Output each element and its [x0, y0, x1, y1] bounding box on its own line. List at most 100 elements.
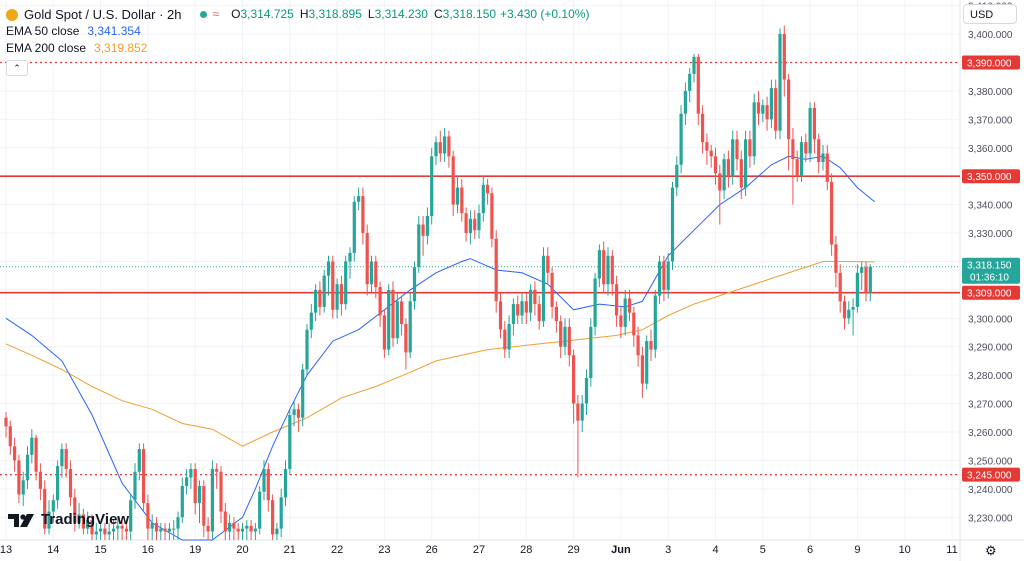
candle — [782, 25, 786, 97]
open-value: 3,314.725 — [240, 7, 294, 21]
candle-body — [180, 486, 184, 518]
candle — [94, 522, 98, 540]
candle — [357, 187, 361, 211]
candle-body — [520, 301, 524, 316]
candle-body — [339, 284, 343, 305]
candle-body — [511, 304, 515, 324]
candle — [597, 244, 601, 288]
candle — [64, 443, 68, 478]
tradingview-logo[interactable]: TradingView — [8, 511, 129, 528]
candle-body — [701, 113, 705, 143]
candle-body — [791, 139, 795, 160]
candle-body — [563, 326, 567, 347]
candle — [559, 315, 563, 359]
candle — [516, 295, 520, 324]
candle — [602, 241, 606, 293]
candle-body — [860, 267, 864, 273]
candle — [572, 349, 576, 424]
candle — [713, 147, 718, 185]
candle-body — [357, 196, 361, 202]
candle-body — [68, 468, 73, 498]
candle-body — [111, 528, 116, 532]
candle-body — [322, 275, 326, 307]
x-tick-label: 26 — [426, 544, 438, 556]
candle-body — [154, 522, 159, 532]
candle — [56, 460, 60, 509]
currency-selector[interactable]: USD — [963, 4, 1017, 24]
candle-body — [653, 295, 657, 350]
candle — [447, 130, 451, 168]
candle-body — [103, 528, 107, 535]
ema50-legend[interactable]: EMA 50 close 3,341.354 — [6, 23, 593, 40]
candle — [275, 522, 279, 540]
candle — [787, 73, 791, 171]
x-tick-label: Jun — [611, 544, 631, 556]
candle-body — [705, 142, 709, 151]
candle — [705, 133, 709, 165]
candle — [765, 96, 769, 131]
candle-body — [283, 468, 288, 498]
candle — [369, 255, 374, 293]
candle — [408, 292, 412, 359]
candle-body — [804, 142, 808, 154]
candle-body — [430, 156, 434, 216]
symbol-row: Gold Spot / U.S. Dollar · 2h ≈ O 3,314.7… — [6, 6, 593, 23]
candle-body — [830, 181, 834, 245]
candle — [692, 54, 696, 83]
candle-body — [576, 403, 580, 421]
candle — [167, 522, 171, 540]
candle-body — [675, 164, 679, 188]
candle — [683, 82, 687, 126]
candle — [808, 102, 812, 162]
candle-body — [425, 216, 429, 236]
candle — [292, 400, 296, 427]
candle — [817, 133, 821, 174]
price-level-label: 3,390.000 — [967, 59, 1012, 70]
candle-body — [56, 466, 60, 501]
candle — [722, 153, 726, 199]
candle-body — [855, 272, 859, 307]
candle — [615, 275, 619, 327]
y-tick-label: 3,230.000 — [968, 513, 1013, 524]
candle-body — [507, 324, 511, 350]
symbol-title[interactable]: Gold Spot / U.S. Dollar · 2h — [24, 7, 182, 22]
candle — [524, 292, 528, 324]
candle-body — [331, 261, 335, 310]
candle-body — [150, 522, 154, 529]
candle — [4, 412, 8, 438]
candle-body — [202, 486, 206, 526]
candle-body — [584, 378, 589, 404]
candle-body — [842, 301, 847, 319]
candle-body — [468, 218, 472, 234]
candle — [632, 306, 636, 347]
y-tick-label: 3,340.000 — [968, 201, 1013, 212]
candle — [38, 463, 42, 501]
candle — [537, 295, 541, 330]
candle-body — [185, 477, 189, 486]
candle — [314, 284, 318, 322]
candle — [344, 255, 348, 310]
candle — [133, 463, 137, 509]
candle — [503, 321, 507, 359]
candle — [756, 90, 761, 126]
y-tick-label: 3,300.000 — [968, 314, 1013, 325]
candle-body — [464, 213, 468, 234]
candle — [253, 522, 257, 540]
candle — [17, 454, 21, 504]
candle-body — [602, 250, 606, 285]
ema200-legend[interactable]: EMA 200 close 3,319.852 — [6, 40, 593, 57]
y-tick-label: 3,260.000 — [968, 428, 1013, 439]
candle-body — [210, 468, 214, 532]
candle — [623, 289, 627, 336]
candle — [417, 216, 421, 273]
candle — [451, 150, 455, 216]
candle — [541, 247, 546, 327]
candle — [434, 136, 438, 165]
candle — [163, 522, 167, 540]
candle — [593, 272, 597, 336]
candle — [520, 292, 524, 324]
settings-gear-icon[interactable]: ⚙ — [985, 543, 997, 558]
candle — [21, 471, 25, 506]
collapse-chevron-icon[interactable]: ⌃ — [6, 60, 28, 76]
